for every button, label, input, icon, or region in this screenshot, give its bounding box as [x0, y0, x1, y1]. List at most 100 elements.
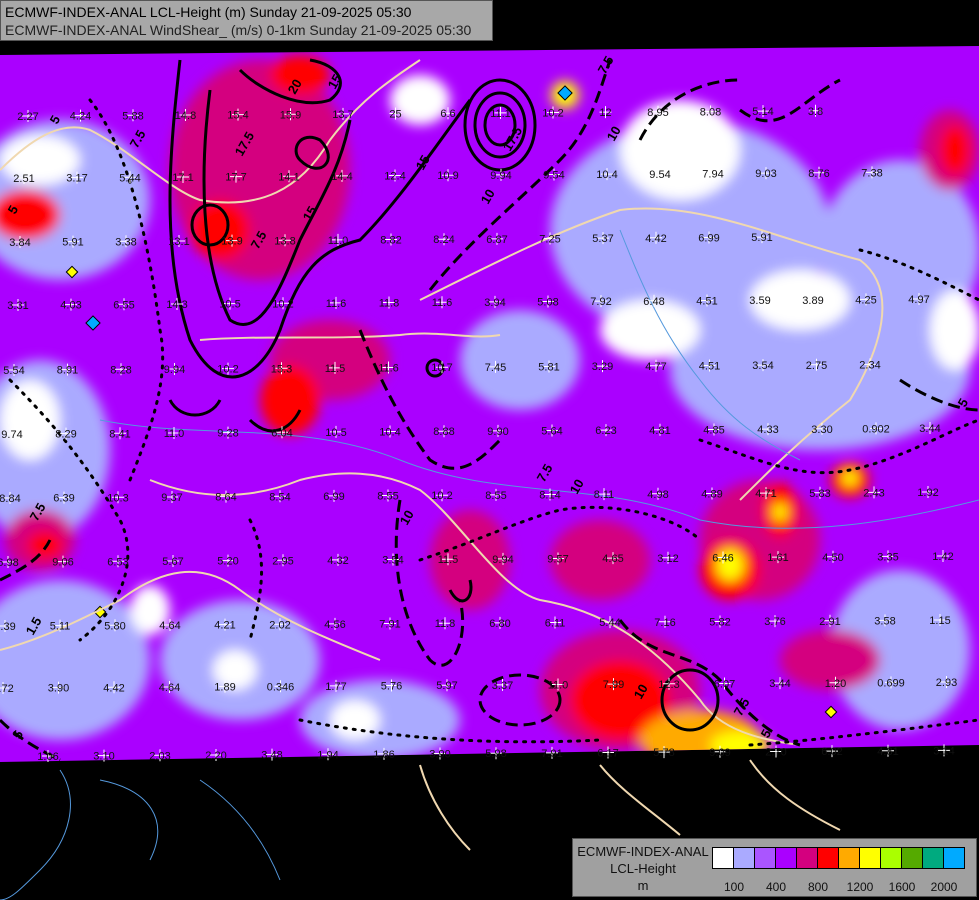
grid-point-cross [602, 746, 614, 759]
legend-swatch [713, 848, 734, 868]
grid-point-cross [937, 550, 949, 563]
lcl-value-label: 13.1 [168, 236, 189, 248]
grid-point-cross [704, 105, 717, 118]
lcl-value-label: 6.6 [440, 108, 455, 120]
lcl-value-label: 0.902 [862, 423, 890, 435]
lcl-value-label: 3.14 [933, 745, 954, 757]
lcl-value-label: 10.2 [272, 298, 293, 310]
lcl-value-label: 7.72 [0, 683, 14, 695]
legend-tick-label: 100 [723, 880, 745, 894]
wind-shear-dashed-contours [0, 59, 979, 762]
grid-point-cross [384, 617, 396, 630]
grid-point-cross [336, 169, 348, 182]
grid-point-cross [543, 360, 555, 373]
lcl-value-label: 3.54 [752, 360, 773, 372]
grid-point-cross [494, 616, 506, 629]
grid-point-cross [924, 422, 936, 435]
grid-point-cross [329, 361, 341, 374]
grid-point-cross [219, 680, 231, 693]
legend-swatch [734, 848, 755, 868]
lcl-value-label: 6.46 [712, 552, 733, 564]
lcl-value-label: 6.99 [698, 232, 719, 244]
color-legend: ECMWF-INDEX-ANAL LCL-Height m 100 400 800 1… [572, 838, 977, 897]
grid-point-cross [441, 679, 453, 692]
lcl-value-label: 9.54 [543, 170, 564, 182]
grid-point-cross [654, 423, 666, 436]
grid-point-cross [885, 676, 897, 689]
lcl-value-label: 1.86 [373, 749, 394, 761]
lcl-value-label: 9.28 [217, 428, 238, 440]
grid-point-cross [760, 487, 772, 500]
lcl-value-label: 5.80 [104, 620, 125, 632]
grid-point-cross [154, 749, 166, 762]
grid-point-cross [607, 552, 619, 565]
lcl-value-label: 5.91 [62, 237, 83, 249]
grid-point-cross [232, 108, 244, 121]
lcl-value-label: 14.8 [175, 110, 196, 122]
grid-point-cross [112, 555, 124, 568]
grid-point-cross [662, 551, 674, 564]
grid-point-cross [384, 425, 396, 438]
grid-point-cross [769, 615, 781, 628]
lcl-value-label: 2.27 [17, 111, 38, 123]
grid-point-cross [274, 490, 286, 503]
lcl-value-label: 8.88 [433, 426, 454, 438]
lcl-value-label: 5.54 [3, 365, 24, 377]
lcl-value-label: 2.43 [863, 487, 884, 499]
grid-point-cross [442, 107, 454, 120]
grid-point-cross [442, 553, 454, 566]
grid-point-cross [436, 296, 448, 309]
lcl-value-label: 3.17 [66, 173, 87, 185]
grid-point-cross [490, 747, 502, 760]
map-title-box: ECMWF-INDEX-ANAL LCL-Height (m) Sunday 2… [0, 0, 493, 41]
lcl-value-label: 7.91 [379, 619, 400, 631]
lcl-value-label: 11.5 [438, 554, 459, 566]
grid-point-cross [224, 297, 236, 310]
grid-point-cross [772, 551, 784, 564]
grid-point-cross [382, 489, 394, 502]
lcl-value-label: 5.64 [541, 426, 562, 438]
lcl-value-label: 5.37 [592, 233, 613, 245]
grid-point-cross [436, 489, 448, 502]
grid-point-cross [882, 744, 894, 757]
grid-point-cross [230, 170, 242, 183]
grid-point-cross [814, 486, 826, 499]
lcl-value-label: 8.55 [485, 490, 506, 502]
lcl-value-label: 3.59 [749, 295, 770, 307]
grid-point-cross [595, 295, 607, 308]
legend-swatch [923, 848, 944, 868]
lcl-value-label: 4.65 [602, 553, 623, 565]
grid-point-cross [337, 107, 349, 120]
grid-point-cross [599, 106, 612, 119]
grid-point-cross [277, 297, 289, 310]
lcl-value-label: 9.94 [492, 554, 513, 566]
grid-point-cross [718, 677, 731, 690]
lcl-value-label: 8.11 [594, 489, 615, 501]
grid-point-cross [61, 363, 74, 376]
grid-point-cross [714, 745, 726, 758]
lcl-value-label: 6.87 [486, 234, 507, 246]
grid-point-cross [703, 231, 715, 244]
grid-point-cross [597, 232, 609, 245]
grid-point-cross [934, 614, 946, 627]
lcl-value-label: 11.8 [435, 618, 456, 630]
lcl-value-label: 4.64 [159, 620, 180, 632]
grid-point-cross [913, 293, 925, 306]
grid-point-cross [940, 676, 953, 689]
lcl-value-label: 4.97 [908, 294, 929, 306]
lcl-value-label: 6.11 [545, 618, 566, 630]
lcl-value-label: 11.0 [548, 680, 569, 692]
lcl-value-label: 7.38 [861, 167, 882, 179]
lcl-value-label: 5.97 [436, 680, 457, 692]
lcl-value-label: 17.1 [172, 172, 193, 184]
lcl-value-label: 3.10 [93, 751, 114, 763]
lcl-value-label: 5.67 [162, 556, 183, 568]
grid-point-cross [382, 361, 395, 374]
lcl-value-label: 7.91 [541, 748, 562, 760]
lcl-value-label: 3.90 [429, 749, 450, 761]
grid-point-cross [438, 233, 450, 246]
lcl-value-label: 0.699 [877, 677, 905, 689]
lcl-value-label: 10.9 [437, 170, 458, 182]
grid-point-cross [598, 488, 610, 501]
lcl-value-label: 1.42 [932, 551, 953, 563]
